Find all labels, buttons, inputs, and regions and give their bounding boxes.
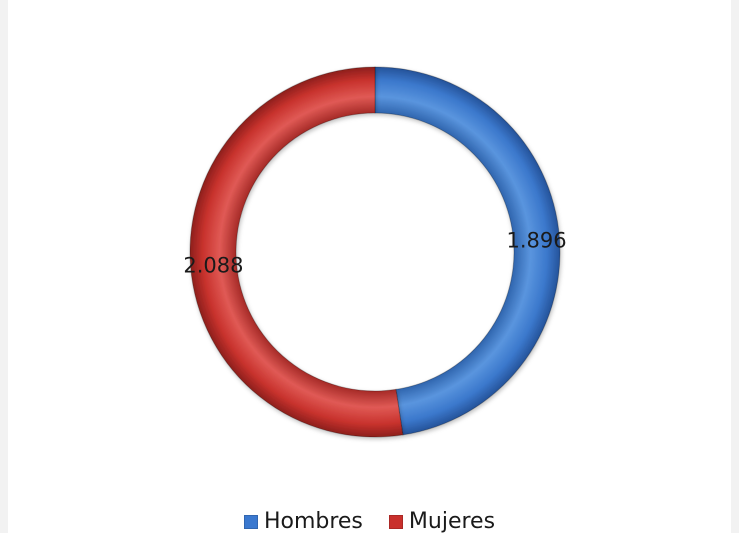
data-label-hombres: 1.896: [506, 229, 566, 253]
legend-swatch-mujeres: [388, 515, 403, 529]
left-frame-edge: [0, 0, 8, 533]
legend-label-mujeres: Mujeres: [408, 509, 496, 534]
donut-segment-hombres: [374, 66, 561, 436]
chart-legend: Hombres Mujeres: [0, 508, 739, 536]
legend-label-hombres: Hombres: [263, 509, 363, 534]
right-frame-edge: [731, 0, 739, 533]
data-label-mujeres: 2.088: [183, 253, 243, 277]
legend-item-hombres: Hombres: [243, 508, 363, 536]
donut-segment-mujeres: [189, 66, 404, 438]
legend-swatch-hombres: [243, 515, 258, 529]
legend-item-mujeres: Mujeres: [388, 508, 496, 536]
